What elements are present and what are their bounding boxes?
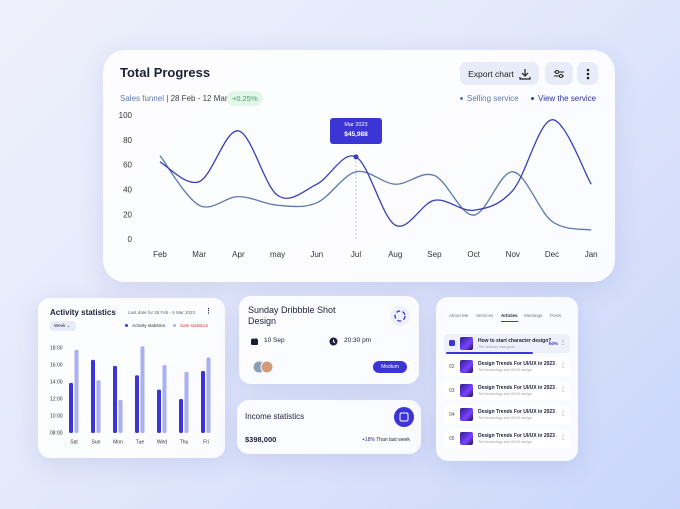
- item-thumbnail: [460, 337, 473, 350]
- article-item[interactable]: 05 Design Trends For UI/UX in 2023 The tec…: [444, 429, 570, 448]
- clock-icon: [329, 337, 338, 346]
- item-subtitle: The technology and UI/UX design: [478, 392, 532, 396]
- item-title: Design Trends For UI/UX in 2023: [478, 361, 555, 367]
- event-date: 10 Sep: [264, 337, 285, 344]
- item-number: 04: [449, 412, 455, 418]
- income-change: +18% Than last week: [362, 437, 410, 443]
- item-more[interactable]: ⋮: [560, 340, 566, 346]
- item-icon: [449, 340, 455, 346]
- legend-label: Selling service: [467, 94, 519, 103]
- more-icon: [586, 68, 589, 79]
- export-button[interactable]: Export chart: [460, 62, 539, 85]
- date-note: Last date for 28 Feb - 5 Mar 2023: [128, 310, 196, 315]
- event-title: Sunday Dribbble Shot Design: [248, 305, 336, 326]
- tab[interactable]: Meetings: [524, 313, 543, 318]
- item-thumbnail: [460, 360, 473, 373]
- article-item[interactable]: How to start character design? The ordina…: [444, 334, 570, 354]
- download-icon: [519, 68, 531, 80]
- more-icon[interactable]: ⋮: [205, 308, 212, 315]
- legend-dot: [173, 324, 176, 328]
- item-subtitle: The technology and UI/UX design: [478, 440, 532, 444]
- item-more[interactable]: ⋮: [560, 363, 566, 369]
- legend-item: View the service: [531, 94, 596, 103]
- item-more[interactable]: ⋮: [560, 411, 566, 417]
- avatars: [252, 360, 274, 374]
- item-thumbnail: [460, 384, 473, 397]
- tooltip-value: $45,988: [344, 130, 368, 138]
- tooltip-label: Mar 2023: [344, 121, 368, 128]
- change-badge: +0.25%: [227, 91, 263, 106]
- calendar-icon: [251, 338, 258, 345]
- progress-bar: [446, 352, 533, 354]
- legend-label: View the service: [538, 94, 597, 103]
- item-thumbnail: [460, 408, 473, 421]
- legend-label: Sale statistics: [180, 323, 209, 328]
- filter-button[interactable]: [545, 62, 573, 85]
- tab[interactable]: Articles: [501, 313, 518, 322]
- tooltip: Mar 2023 $45,988: [330, 117, 382, 144]
- event-time: 20:30 pm: [344, 337, 372, 344]
- item-title: Design Trends For UI/UX in 2023: [478, 385, 555, 391]
- period-dropdown[interactable]: Week ⌄: [50, 321, 76, 331]
- legend-item: Activity statistics: [125, 323, 165, 328]
- article-item[interactable]: 02 Design Trends For UI/UX in 2023 The tec…: [444, 357, 570, 376]
- change-note: Than last week: [376, 437, 410, 443]
- income-icon: [394, 407, 414, 427]
- income-amount: $398,000: [245, 435, 277, 444]
- article-item[interactable]: 03 Design Trends For UI/UX in 2023 The tec…: [444, 381, 570, 400]
- article-item[interactable]: 04 Design Trends For UI/UX in 2023 The tec…: [444, 405, 570, 424]
- funnel-label: Sales funnel: [120, 94, 165, 103]
- item-subtitle: The ordinary was good ...: [478, 345, 519, 349]
- change-value: +18%: [362, 437, 375, 443]
- income-card: [237, 400, 421, 454]
- filter-icon: [554, 69, 564, 78]
- progress-label: 60%: [548, 341, 558, 346]
- item-more[interactable]: ⋮: [560, 387, 566, 393]
- subtitle: Sales funnel | 28 Feb - 12 Mar: [120, 94, 228, 103]
- item-number: 03: [449, 388, 455, 394]
- item-title: How to start character design?: [478, 338, 552, 344]
- tab[interactable]: Services: [476, 313, 494, 318]
- legend-item: Sale statistics: [173, 323, 208, 328]
- item-number: 02: [449, 364, 455, 370]
- item-subtitle: The technology and UI/UX design: [478, 416, 532, 420]
- legend-dot: [460, 97, 463, 101]
- event-icon: [390, 306, 410, 326]
- item-thumbnail: [460, 432, 473, 445]
- item-number: 05: [449, 436, 455, 442]
- tab[interactable]: About Me: [449, 313, 469, 318]
- legend-dot: [125, 324, 128, 328]
- card-title: Income statistics: [245, 412, 305, 421]
- button-label: Export chart: [468, 68, 514, 79]
- legend-item: Selling service: [460, 94, 519, 103]
- item-title: Design Trends For UI/UX in 2023: [478, 409, 555, 415]
- dropdown-label: Week: [54, 323, 66, 328]
- item-more[interactable]: ⋮: [560, 435, 566, 441]
- priority-badge[interactable]: Medium: [373, 361, 407, 373]
- date-range: 28 Feb - 12 Mar: [170, 94, 228, 103]
- total-progress-card: [103, 50, 615, 282]
- item-subtitle: The technology and UI/UX design: [478, 368, 532, 372]
- card-title: Total Progress: [120, 65, 211, 80]
- legend-dot: [531, 97, 534, 101]
- legend-label: Activity statistics: [132, 323, 166, 328]
- more-button[interactable]: [577, 62, 598, 85]
- item-title: Design Trends For UI/UX in 2023: [478, 433, 555, 439]
- tab[interactable]: Posts: [550, 313, 562, 318]
- card-title: Activity statistics: [50, 308, 116, 317]
